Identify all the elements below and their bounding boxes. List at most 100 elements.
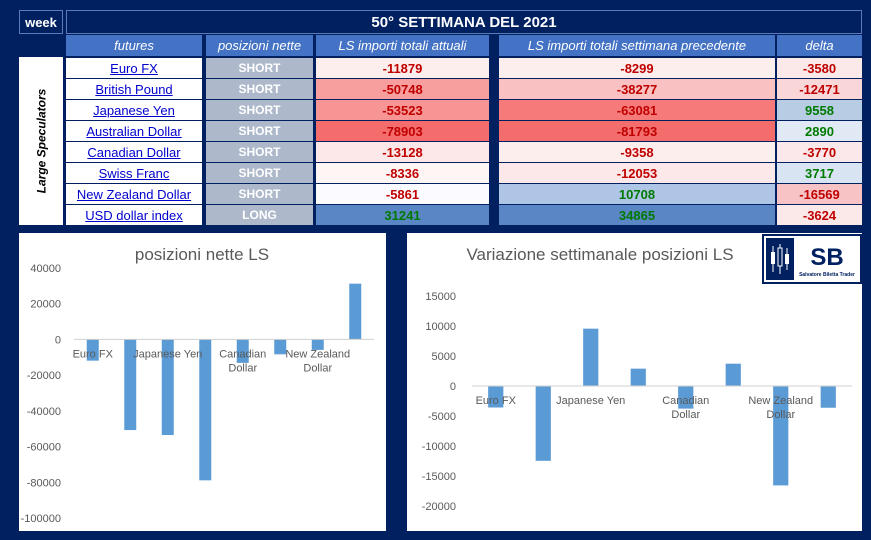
table-cell-position: SHORT	[206, 142, 313, 162]
y-tick-label: 10000	[425, 321, 456, 333]
table-cell-delta: -3624	[777, 205, 862, 225]
x-tick-label: Canadian	[219, 348, 266, 360]
y-tick-label: -40000	[27, 406, 61, 418]
x-tick-label: New Zealand	[285, 348, 350, 360]
table-cell-position: SHORT	[206, 58, 313, 78]
side-label: Large Speculators	[34, 88, 49, 194]
page-title: 50° SETTIMANA DEL 2021	[66, 10, 862, 34]
table-cell-delta: -12471	[777, 79, 862, 99]
col-header-delta: delta	[777, 35, 862, 56]
col-header-precedente: LS importi totali settimana precedente	[499, 35, 775, 56]
table-cell-previous: -63081	[499, 100, 775, 120]
col-header-attuali: LS importi totali attuali	[316, 35, 489, 56]
table-cell-current: -5861	[316, 184, 489, 204]
table-cell-position: SHORT	[206, 100, 313, 120]
col-header-futures: futures	[66, 35, 202, 56]
table-cell-previous: -12053	[499, 163, 775, 183]
table-cell-future[interactable]: British Pound	[66, 79, 202, 99]
table-cell-delta: -3580	[777, 58, 862, 78]
y-tick-label: 15000	[425, 291, 456, 303]
table-cell-previous: -81793	[499, 121, 775, 141]
table-cell-future[interactable]: Canadian Dollar	[66, 142, 202, 162]
table-cell-current: -8336	[316, 163, 489, 183]
table-cell-current: -53523	[316, 100, 489, 120]
bar-japanese-yen	[583, 328, 599, 386]
table-cell-delta: 2890	[777, 121, 862, 141]
table-cell-current: 31241	[316, 205, 489, 225]
table-cell-position: LONG	[206, 205, 313, 225]
x-tick-label: Canadian	[662, 395, 709, 407]
bar-euro-fx	[86, 339, 99, 361]
bar-japanese-yen	[161, 339, 174, 436]
sb-logo: SB Salvatore Biletta Trader	[762, 234, 862, 284]
bar-british-pound	[124, 339, 137, 431]
logo-initials: SB	[810, 244, 843, 271]
table-cell-previous: -38277	[499, 79, 775, 99]
table-cell-future[interactable]: Swiss Franc	[66, 163, 202, 183]
table-cell-position: SHORT	[206, 184, 313, 204]
y-tick-label: 40000	[30, 263, 61, 275]
y-tick-label: -100000	[21, 513, 61, 525]
table-cell-position: SHORT	[206, 121, 313, 141]
table-cell-current: -13128	[316, 142, 489, 162]
weekly-change-chart: Variazione settimanale posizioni LS 15000…	[422, 245, 852, 513]
bar-canadian-dollar	[236, 339, 249, 363]
table-cell-previous: 10708	[499, 184, 775, 204]
y-tick-label: -10000	[422, 441, 456, 453]
bar-australian-dollar	[630, 368, 646, 386]
table-cell-current: -50748	[316, 79, 489, 99]
table-cell-future[interactable]: Australian Dollar	[66, 121, 202, 141]
table-cell-previous: -9358	[499, 142, 775, 162]
side-label-box: Large Speculators	[19, 57, 63, 225]
y-tick-label: 5000	[432, 351, 456, 363]
bar-euro-fx	[488, 386, 504, 408]
bar-swiss-franc	[274, 339, 287, 355]
x-tick-label: Japanese Yen	[556, 395, 625, 407]
chart-panel-net-positions: posizioni nette LS 40000 20000 0 -20000 -4000…	[19, 233, 386, 531]
bar-australian-dollar	[199, 339, 212, 481]
net-positions-chart: posizioni nette LS 40000 20000 0 -20000 -4000…	[21, 245, 374, 525]
table-cell-delta: -3770	[777, 142, 862, 162]
bar-british-pound	[535, 386, 551, 461]
x-tick-label: Dollar	[303, 362, 332, 374]
y-tick-label: -20000	[27, 370, 61, 382]
table-cell-current: -11879	[316, 58, 489, 78]
x-tick-label: Japanese Yen	[133, 348, 202, 360]
table-cell-previous: 34865	[499, 205, 775, 225]
table-cell-previous: -8299	[499, 58, 775, 78]
y-tick-label: -20000	[422, 501, 456, 513]
x-tick-label: Dollar	[671, 409, 700, 421]
y-tick-label: 20000	[30, 299, 61, 311]
table-cell-future[interactable]: Japanese Yen	[66, 100, 202, 120]
table-cell-future[interactable]: USD dollar index	[66, 205, 202, 225]
bar-usd-dollar-index	[349, 283, 362, 340]
table-cell-future[interactable]: Euro FX	[66, 58, 202, 78]
bar-new-zealand-dollar	[311, 339, 324, 350]
y-tick-label: 0	[450, 381, 456, 393]
candlestick-logo-icon: SB Salvatore Biletta Trader	[766, 238, 855, 280]
week-label: week	[19, 10, 63, 34]
table-cell-current: -78903	[316, 121, 489, 141]
table-cell-delta: 9558	[777, 100, 862, 120]
bar-new-zealand-dollar	[773, 386, 789, 486]
x-tick-label: Euro FX	[73, 348, 114, 360]
table-cell-delta: -16569	[777, 184, 862, 204]
y-tick-label: -15000	[422, 471, 456, 483]
x-tick-label: Dollar	[228, 362, 257, 374]
bar-canadian-dollar	[678, 386, 694, 409]
table-cell-delta: 3717	[777, 163, 862, 183]
x-tick-label: New Zealand	[748, 395, 813, 407]
table-cell-future[interactable]: New Zealand Dollar	[66, 184, 202, 204]
bar-swiss-franc	[725, 363, 741, 386]
y-tick-label: 0	[55, 334, 61, 346]
x-tick-label: Dollar	[766, 409, 795, 421]
col-header-posizioni: posizioni nette	[206, 35, 313, 56]
y-tick-label: -60000	[27, 442, 61, 454]
chart-title: posizioni nette LS	[135, 245, 269, 264]
bar-usd-dollar-index	[820, 386, 836, 408]
logo-subtitle: Salvatore Biletta Trader	[799, 272, 855, 278]
table-cell-position: SHORT	[206, 79, 313, 99]
x-tick-label: Euro FX	[476, 395, 517, 407]
table-cell-position: SHORT	[206, 163, 313, 183]
y-tick-label: -80000	[27, 477, 61, 489]
